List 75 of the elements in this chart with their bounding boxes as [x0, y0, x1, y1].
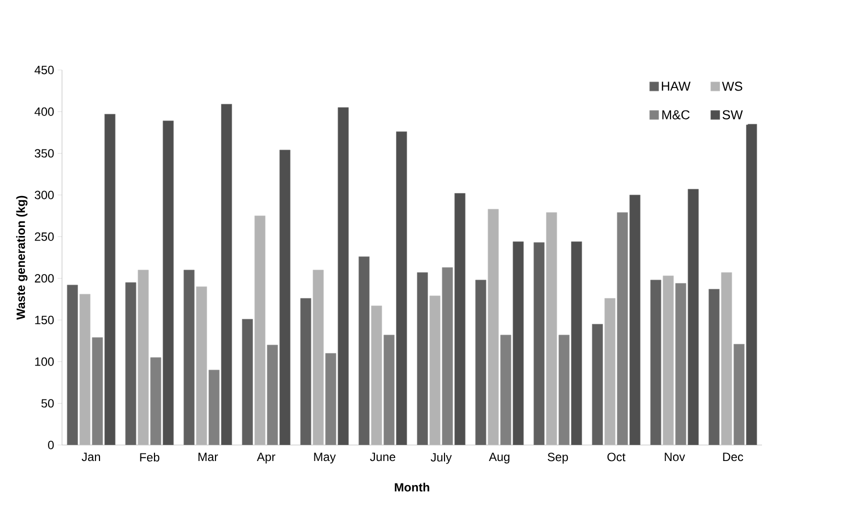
y-tick-label: 250: [34, 232, 54, 241]
bar: [312, 270, 324, 445]
x-tick-label: Nov: [664, 452, 686, 462]
y-tick-label: 450: [34, 66, 54, 74]
bar: [396, 131, 408, 445]
legend-label: M&C: [662, 110, 690, 120]
legend-label: SW: [722, 110, 743, 120]
x-tick-label: May: [314, 452, 336, 464]
bar: [416, 272, 428, 445]
bar: [512, 241, 524, 445]
y-tick-label: 50: [41, 399, 54, 408]
x-tick-label: Sep: [548, 452, 568, 464]
bar: [125, 282, 136, 445]
bar: [92, 337, 103, 445]
x-tick-label: Oct: [607, 452, 626, 462]
bar: [162, 120, 174, 445]
bar: [184, 270, 195, 445]
legend-label: HAW: [662, 82, 691, 91]
bar: [79, 294, 90, 445]
x-tick-label: July: [430, 452, 452, 464]
y-tick-label: 0: [48, 440, 54, 450]
legend-label: WS: [722, 82, 742, 91]
y-tick-label: 100: [35, 357, 54, 366]
bar: [534, 242, 545, 445]
x-tick-label: June: [370, 452, 396, 462]
bar: [650, 280, 662, 445]
bar: [616, 212, 628, 445]
bar: [208, 370, 220, 445]
x-tick-label: Aug: [488, 452, 510, 464]
y-tick-label: 200: [34, 274, 54, 283]
bar: [384, 334, 395, 445]
x-tick-label: Mar: [198, 452, 218, 462]
bar: [604, 298, 616, 445]
bar: [66, 284, 78, 445]
y-tick-label: 350: [34, 149, 54, 158]
bar: [242, 318, 253, 445]
x-tick-label: Dec: [723, 452, 744, 462]
y-tick-label: 400: [34, 107, 54, 116]
bar: [429, 296, 440, 445]
bar: [662, 276, 674, 445]
bar: [358, 256, 370, 445]
x-axis-title: Month: [394, 482, 430, 492]
bar: [488, 208, 499, 445]
bar: [442, 267, 453, 445]
bar: [475, 280, 486, 445]
bar: [300, 298, 312, 445]
bar: [279, 150, 290, 445]
x-tick-label: Apr: [256, 452, 276, 464]
bar: [371, 306, 382, 445]
bar: [338, 107, 349, 445]
x-tick-label: Jan: [82, 452, 100, 462]
y-axis-title: Waste generation (kg): [16, 196, 28, 320]
y-tick-label: 300: [34, 190, 54, 200]
bar: [254, 216, 266, 445]
bar: [454, 193, 466, 445]
bar: [104, 114, 116, 445]
bar: [629, 194, 640, 445]
bar: [571, 241, 582, 445]
y-tick-label: 150: [35, 316, 54, 324]
bar: [196, 286, 208, 445]
bar: [688, 188, 699, 445]
bar: [266, 344, 278, 445]
bar: [558, 334, 570, 445]
bar: [721, 272, 732, 445]
bar: [708, 288, 720, 445]
bar: [675, 283, 686, 445]
bar: [500, 334, 512, 445]
bar: [221, 104, 232, 445]
bar: [734, 344, 745, 445]
x-tick-label: Feb: [140, 452, 160, 462]
bar: [746, 124, 758, 445]
bar: [138, 270, 149, 445]
bar: [592, 324, 603, 445]
bar: [546, 212, 558, 445]
bar: [325, 353, 336, 445]
